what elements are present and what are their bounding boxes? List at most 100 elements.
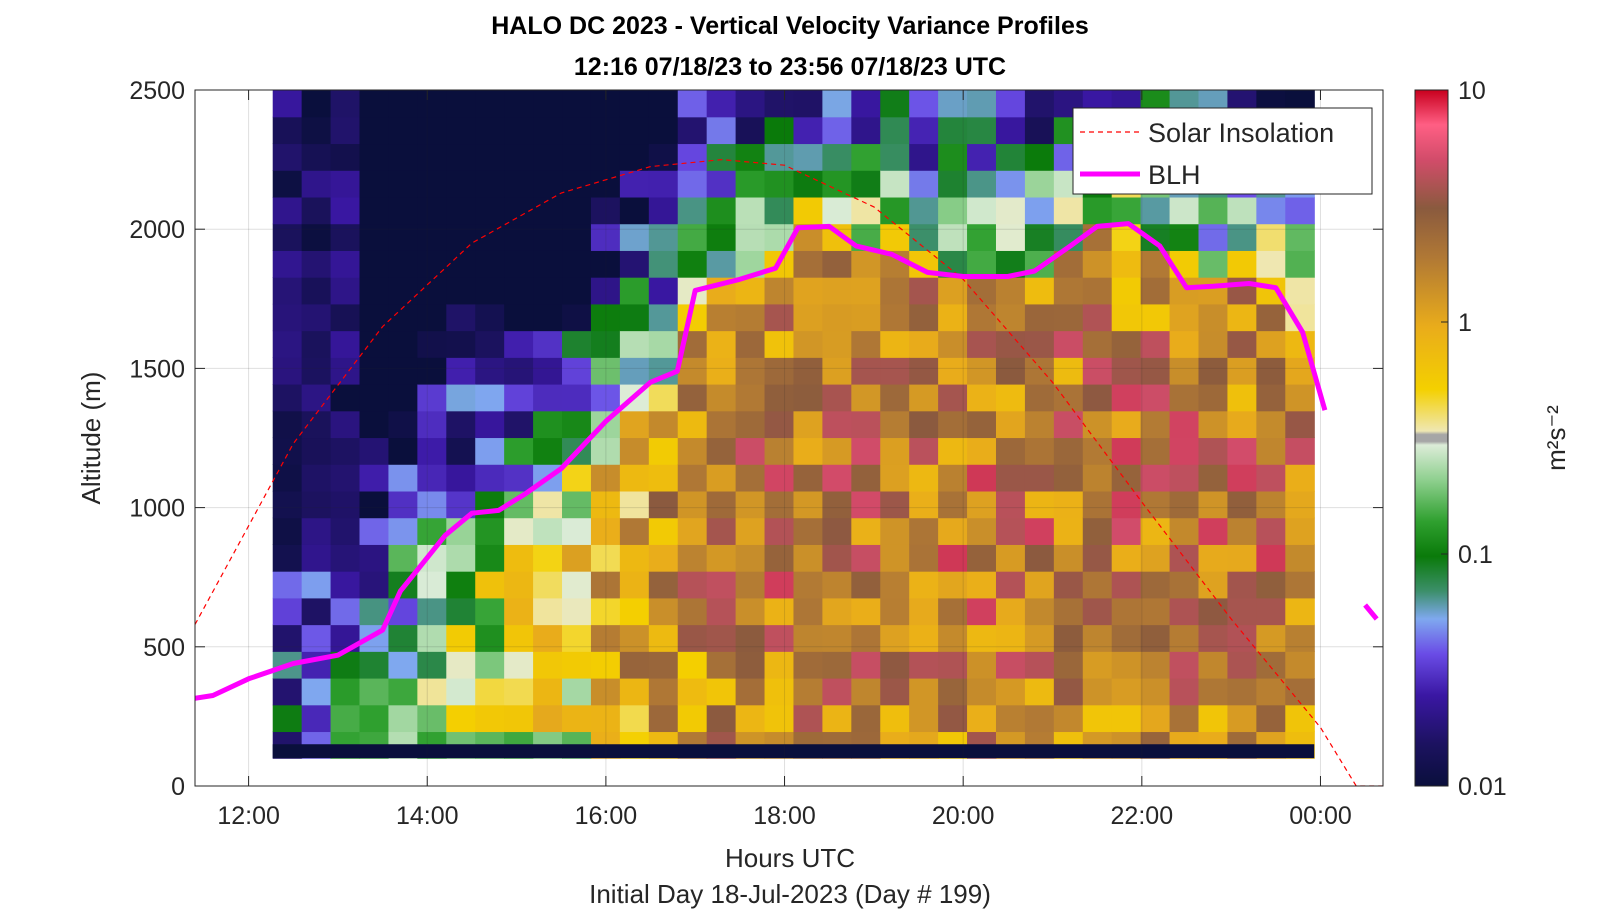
heatmap-cell xyxy=(706,116,737,145)
heatmap-cell xyxy=(330,250,361,278)
heatmap-cell xyxy=(822,410,852,439)
heatmap-cell xyxy=(475,250,505,278)
heatmap-cell xyxy=(793,544,823,572)
heatmap-cell xyxy=(619,223,650,251)
heatmap-cell xyxy=(1111,410,1142,439)
heatmap-cell xyxy=(1256,250,1286,278)
heatmap-cell xyxy=(995,303,1026,332)
heatmap-cell xyxy=(417,651,447,679)
heatmap-cell xyxy=(1227,490,1257,519)
solar-insolation-line xyxy=(195,158,1383,786)
heatmap-cell xyxy=(359,277,390,305)
heatmap-cell xyxy=(648,116,679,145)
heatmap-cell xyxy=(706,303,737,332)
heatmap-cell xyxy=(1227,330,1257,358)
heatmap-cell xyxy=(764,383,795,412)
heatmap-cell xyxy=(793,357,823,385)
heatmap-cell xyxy=(359,223,390,251)
heatmap-cell xyxy=(1111,571,1142,599)
y-tick-label: 1500 xyxy=(129,355,185,383)
heatmap-cell xyxy=(272,357,303,385)
heatmap-cell xyxy=(648,223,679,251)
legend-solar-label: Solar Insolation xyxy=(1148,118,1334,148)
heatmap-cell xyxy=(995,116,1026,145)
heatmap-cell xyxy=(995,330,1026,358)
heatmap-cell xyxy=(272,196,303,225)
heatmap-cell xyxy=(1111,250,1142,278)
heatmap-cell xyxy=(822,597,852,626)
heatmap-cell xyxy=(301,170,332,198)
heatmap-cell xyxy=(359,517,390,545)
heatmap-cell xyxy=(735,704,766,733)
heatmap-cell xyxy=(1198,437,1229,465)
heatmap-cell xyxy=(533,303,563,332)
heatmap-cell xyxy=(590,383,621,412)
heatmap-cell xyxy=(417,410,447,439)
heatmap-cell xyxy=(706,357,737,385)
x-tick-label: 00:00 xyxy=(1289,802,1352,830)
heatmap-cell xyxy=(1024,116,1055,145)
heatmap-cell xyxy=(1198,571,1229,599)
heatmap-cell xyxy=(1140,357,1171,385)
heatmap-cell xyxy=(1111,437,1142,465)
heatmap-cell xyxy=(967,90,997,118)
heatmap-cell xyxy=(446,464,476,492)
x-tick-label: 18:00 xyxy=(753,802,816,830)
heatmap-cell xyxy=(504,170,534,198)
heatmap-cell xyxy=(1227,517,1257,545)
heatmap-cell xyxy=(735,303,766,332)
heatmap-cell xyxy=(1256,464,1286,492)
heatmap-cell xyxy=(851,196,881,225)
heatmap-cell xyxy=(1169,704,1200,733)
heatmap-cell xyxy=(533,90,563,118)
heatmap-cell xyxy=(1082,330,1113,358)
heatmap-cell xyxy=(880,223,910,251)
colorbar-tick-label: 10 xyxy=(1458,77,1486,105)
heatmap-cell xyxy=(1198,303,1229,332)
heatmap-cell xyxy=(706,597,737,626)
x-tick-label: 22:00 xyxy=(1111,802,1174,830)
heatmap-cell xyxy=(793,490,823,519)
heatmap-cell xyxy=(706,196,737,225)
heatmap-cell xyxy=(764,490,795,519)
heatmap-cell xyxy=(793,677,823,706)
heatmap-cell xyxy=(677,383,708,412)
heatmap-cell xyxy=(735,437,766,465)
heatmap-cell xyxy=(909,143,939,171)
heatmap-cell xyxy=(504,277,534,305)
heatmap-cell xyxy=(1198,544,1229,572)
heatmap-cell xyxy=(590,143,621,171)
heatmap-cell xyxy=(1198,250,1229,278)
heatmap-cell xyxy=(735,330,766,358)
heatmap-cell xyxy=(880,597,910,626)
heatmap-cell xyxy=(764,464,795,492)
heatmap-cell xyxy=(995,517,1026,545)
heatmap-cell xyxy=(938,597,968,626)
heatmap-cell xyxy=(619,544,650,572)
heatmap-cell xyxy=(619,303,650,332)
heatmap-cell xyxy=(1111,357,1142,385)
heatmap-cell xyxy=(446,437,476,465)
heatmap-cell xyxy=(648,330,679,358)
heatmap-cell xyxy=(909,517,939,545)
heatmap-cell xyxy=(533,410,563,439)
heatmap-cell xyxy=(967,303,997,332)
heatmap-cell xyxy=(1111,383,1142,412)
chart-title: HALO DC 2023 - Vertical Velocity Varianc… xyxy=(491,12,1089,40)
heatmap-cell xyxy=(995,651,1026,679)
heatmap-cell xyxy=(822,490,852,519)
heatmap-cell xyxy=(1285,624,1315,652)
heatmap-cell xyxy=(995,383,1026,412)
heatmap-cell xyxy=(764,437,795,465)
heatmap-cell xyxy=(475,196,505,225)
heatmap-cell xyxy=(301,677,332,706)
heatmap-cell xyxy=(446,330,476,358)
heatmap-cell xyxy=(590,170,621,198)
heatmap-cell xyxy=(822,624,852,652)
heatmap-cell xyxy=(619,143,650,171)
heatmap-cell xyxy=(1256,383,1286,412)
heatmap-cell xyxy=(619,116,650,145)
heatmap-cell xyxy=(967,250,997,278)
heatmap-cell xyxy=(648,250,679,278)
heatmap-cell xyxy=(764,143,795,171)
